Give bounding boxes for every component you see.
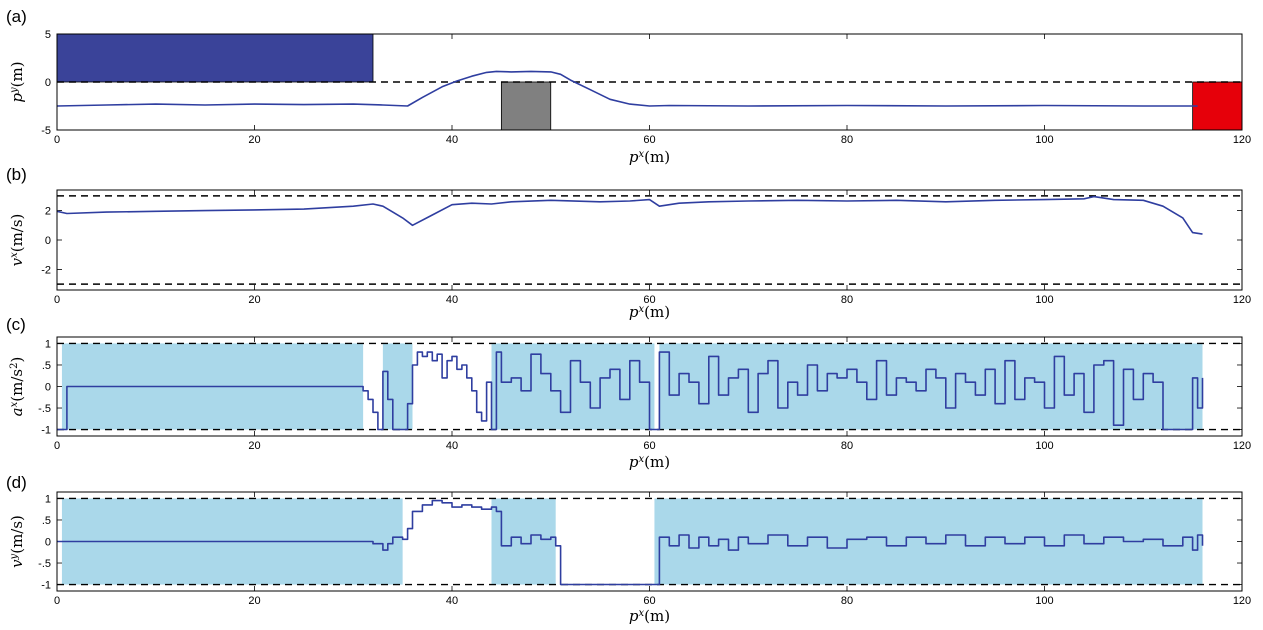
x-tick-label-d-2: 40 [446,595,458,607]
x-axis-label-c: px(m) [629,453,670,471]
y-tick-label-c-1: -.5 [38,403,51,415]
x-tick-label-c-5: 100 [1035,440,1053,452]
y-tick-label-b-0: -2 [41,264,51,276]
panel-letter-a: (a) [6,7,27,26]
y-tick-label-d-2: 0 [45,537,51,549]
y-axis-label-b: vx(m/s) [8,214,26,267]
x-tick-label-c-1: 20 [248,440,260,452]
panel-b: 0 20 40 60 80 100 120 -2 0 2 px(m) vx(m/s) [8,189,1251,321]
x-tick-label-b-2: 40 [446,294,458,306]
axes-frame-d [56,491,1243,592]
x-tick-label-c-2: 40 [446,440,458,452]
x-tick-label-d-4: 80 [841,595,853,607]
series-line-c-0 [57,351,1204,431]
y-tick-label-d-0: -1 [41,580,51,592]
y-axis-label-d: vy(m/s) [8,515,26,568]
panel-letter-c: (c) [6,315,26,334]
axes-frame-c [56,336,1243,437]
x-tick-label-c-4: 80 [841,440,853,452]
x-tick-label-c-3: 60 [643,440,655,452]
series-line-b-0 [56,195,1203,235]
panel-d: 0 20 40 60 80 100 120 -1 -.5 0 .5 1 px(m) vy(m/s) [8,491,1251,625]
y-tick-label-a-1: 0 [45,77,51,89]
x-tick-label-a-0: 0 [54,134,60,146]
x-tick-label-c-6: 120 [1233,440,1251,452]
feasible-band-c-3 [659,343,1203,430]
x-tick-label-b-0: 0 [54,294,60,306]
x-tick-label-d-1: 20 [248,595,260,607]
y-axis-label-a: py(m) [8,61,26,102]
plot-area-b [57,190,1242,290]
axes-frame-a [56,33,1243,131]
x-axis-label-b: px(m) [629,303,670,321]
x-tick-label-c-0: 0 [54,440,60,452]
x-tick-label-a-4: 80 [841,134,853,146]
x-tick-label-a-1: 20 [248,134,260,146]
series-line-a-0 [56,70,1198,107]
y-tick-label-b-1: 0 [45,235,51,247]
y-tick-label-c-0: -1 [41,425,51,437]
x-tick-label-a-3: 60 [643,134,655,146]
x-tick-label-b-6: 120 [1233,294,1251,306]
feasible-band-d-2 [654,498,1203,585]
feasible-band-c-2 [491,343,655,430]
x-tick-label-b-3: 60 [643,294,655,306]
panel-letter-d: (d) [6,473,27,492]
x-tick-label-d-6: 120 [1233,595,1251,607]
x-tick-label-a-5: 100 [1035,134,1053,146]
y-tick-label-c-4: 1 [45,338,51,350]
y-tick-label-d-4: 1 [45,493,51,505]
x-axis-label-d: px(m) [629,607,670,625]
y-tick-label-a-2: 5 [45,29,51,41]
y-tick-label-d-3: .5 [42,515,51,527]
x-tick-label-d-5: 100 [1035,595,1053,607]
region-goal [1192,81,1243,131]
x-axis-label-a: px(m) [629,148,670,166]
y-axis-label-c: ax(m/s2) [8,357,26,417]
x-tick-label-b-5: 100 [1035,294,1053,306]
y-tick-label-c-3: .5 [42,360,51,372]
y-tick-label-d-1: -.5 [38,558,51,570]
x-tick-label-a-6: 120 [1233,134,1251,146]
region-obstacle [500,81,552,131]
series-line-d-0 [57,499,1204,586]
region-start [56,33,374,83]
y-tick-label-a-0: -5 [41,125,51,137]
y-tick-label-b-2: 2 [45,206,51,218]
x-tick-label-b-1: 20 [248,294,260,306]
x-tick-label-d-0: 0 [54,595,60,607]
axes-frame-b [56,189,1243,291]
x-tick-label-a-2: 40 [446,134,458,146]
x-tick-label-b-4: 80 [841,294,853,306]
y-tick-label-c-2: 0 [45,382,51,394]
panel-letter-b: (b) [6,165,27,184]
x-tick-label-d-3: 60 [643,595,655,607]
panel-c: 0 20 40 60 80 100 120 -1 -.5 0 .5 1 px(m) ax(m/s2) [8,336,1251,471]
